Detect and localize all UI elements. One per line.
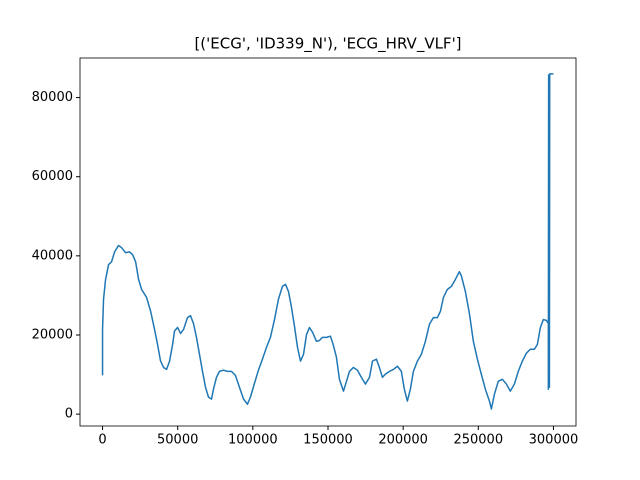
y-tick-label: 0: [65, 407, 73, 422]
chart-title: [('ECG', 'ID339_N'), 'ECG_HRV_VLF']: [194, 35, 461, 54]
x-tick-label: 300000: [529, 433, 579, 448]
y-tick-label: 40000: [32, 248, 73, 263]
x-tick-label: 250000: [453, 433, 503, 448]
line: [101, 73, 554, 410]
x-tick-label: 0: [98, 433, 106, 448]
y-tick-label: 20000: [32, 327, 73, 342]
plot-frame: [79, 57, 577, 427]
x-tick-label: 100000: [228, 433, 278, 448]
y-tick-label: 60000: [32, 169, 73, 184]
x-tick-label: 200000: [378, 433, 428, 448]
y-tick-label: 80000: [32, 90, 73, 105]
x-tick-label: 150000: [303, 433, 353, 448]
x-tick-label: 50000: [157, 433, 198, 448]
